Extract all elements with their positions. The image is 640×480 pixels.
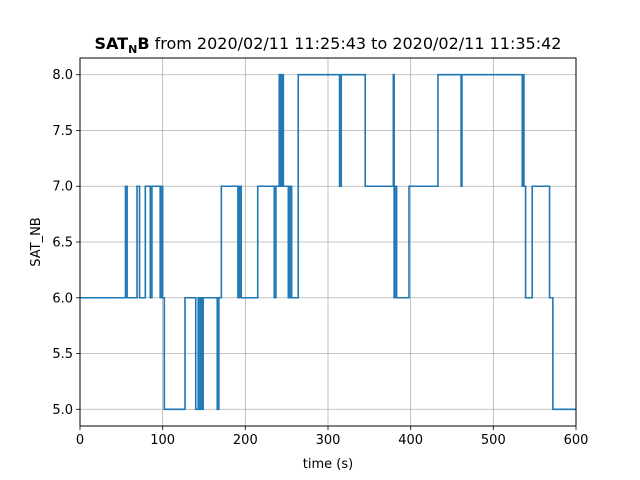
y-axis-label: SAT_NB [29,217,44,266]
x-axis-label: time (s) [303,457,353,472]
chart-title: SATNB from 2020/02/11 11:25:43 to 2020/0… [95,34,562,56]
chart-title-main: SAT [95,34,129,53]
chart-title-bold-end: B [137,34,149,53]
plot-area [80,73,576,411]
x-tick-label: 200 [233,433,258,448]
chart-title-rest: from 2020/02/11 11:25:43 to 2020/02/11 1… [150,34,562,53]
x-tick-label: 0 [76,433,84,448]
x-tick-label: 100 [150,433,175,448]
axis-ticks: 0 100 200 300 400 500 600 5.0 5.5 6.0 6.5 7.0 7.5 8.0 [52,68,588,448]
y-tick-label: 7.5 [52,124,73,139]
y-tick-label: 5.5 [52,347,73,362]
x-tick-label: 600 [564,433,589,448]
x-tick-label: 300 [316,433,341,448]
x-tick-label: 500 [481,433,506,448]
chart-title-subscript: N [128,43,137,56]
y-tick-label: 6.5 [52,236,73,251]
x-tick-label: 400 [398,433,423,448]
y-tick-label: 8.0 [52,68,73,83]
y-tick-label: 5.0 [52,403,73,418]
series-line [80,73,576,411]
y-tick-label: 7.0 [52,180,73,195]
y-tick-label: 6.0 [52,291,73,306]
